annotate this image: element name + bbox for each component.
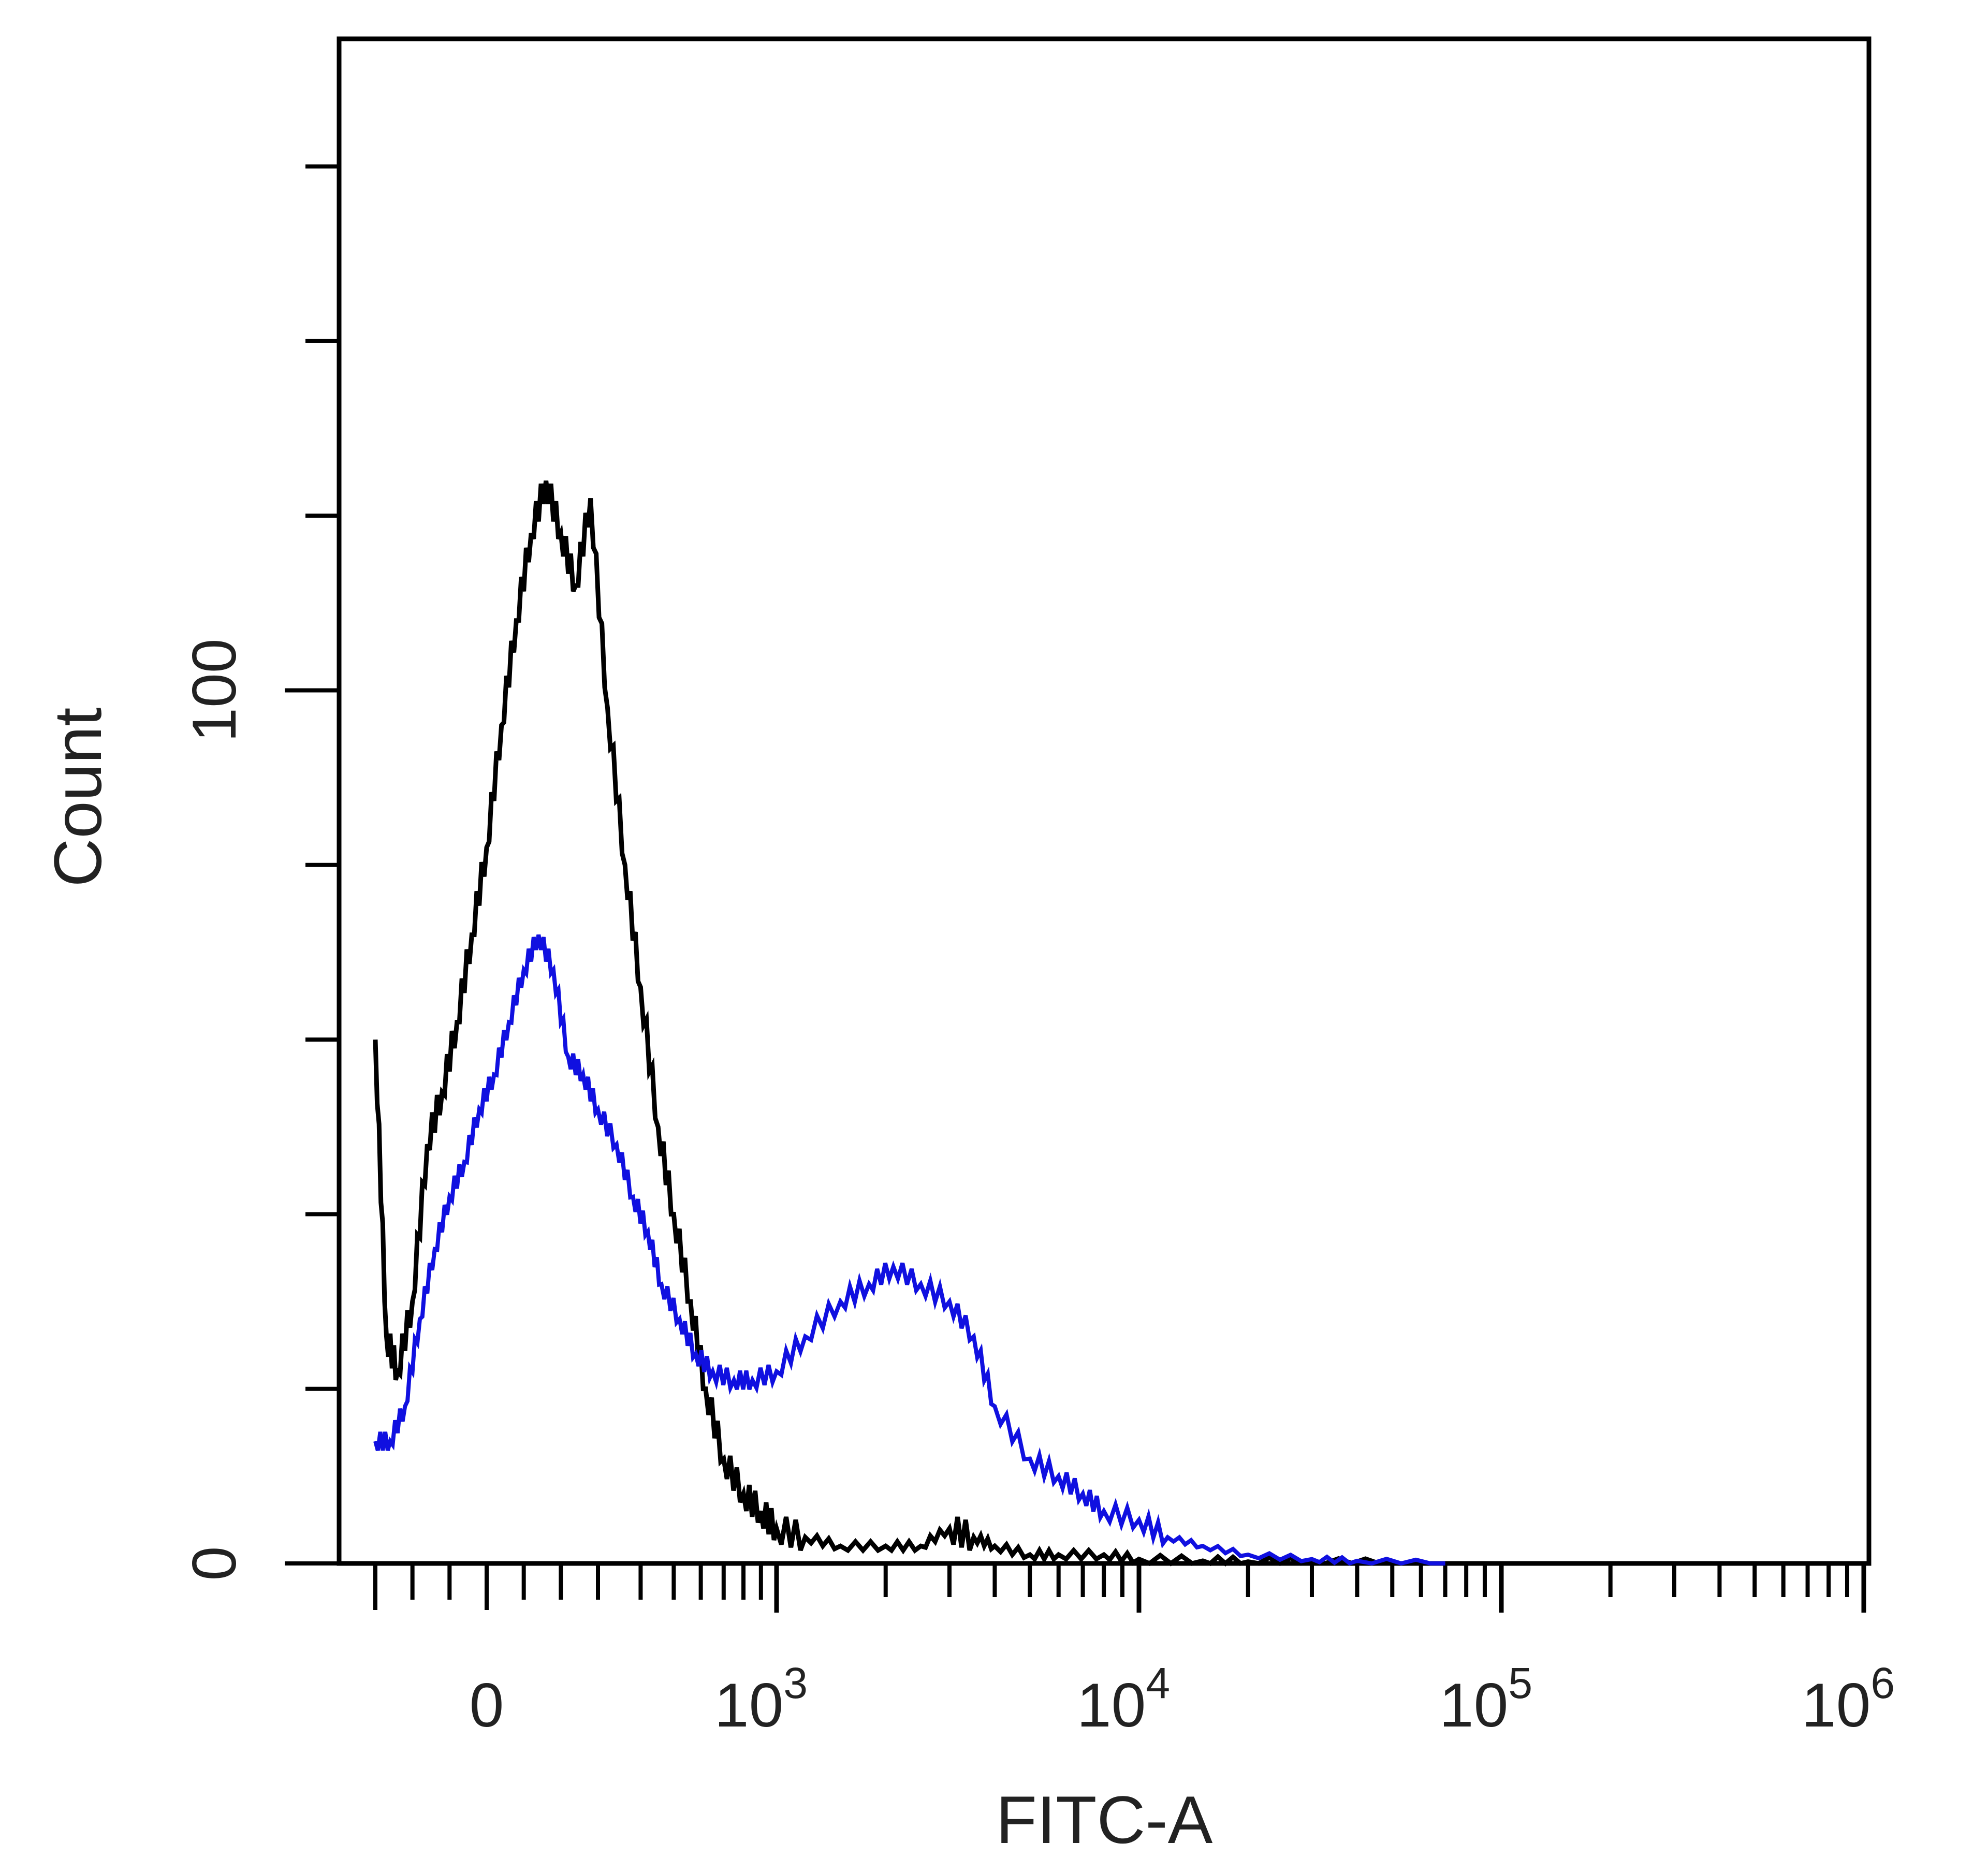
x-tick-label: 104 — [1077, 1659, 1170, 1740]
x-tick-label: 103 — [714, 1659, 808, 1740]
series-line-blue — [373, 934, 1445, 1566]
y-ticks — [285, 164, 339, 1566]
y-tick-label: 0 — [180, 1546, 249, 1581]
y-tick-labels: 0 100 — [180, 638, 249, 1581]
x-tick-label: 0 — [470, 1671, 504, 1740]
x-tick-label: 105 — [1439, 1659, 1532, 1740]
y-axis-label: Count — [40, 708, 115, 887]
series-layer — [373, 480, 1445, 1567]
y-tick-label: 100 — [180, 638, 249, 742]
x-tick-label: 106 — [1802, 1659, 1895, 1740]
plot-frame — [337, 36, 1872, 1566]
x-axis-label: FITC-A — [996, 1782, 1213, 1857]
x-tick-labels: 0 103 104 105 106 — [470, 1659, 1895, 1740]
series-line-black — [373, 480, 1393, 1567]
x-ticks — [373, 1563, 1866, 1613]
